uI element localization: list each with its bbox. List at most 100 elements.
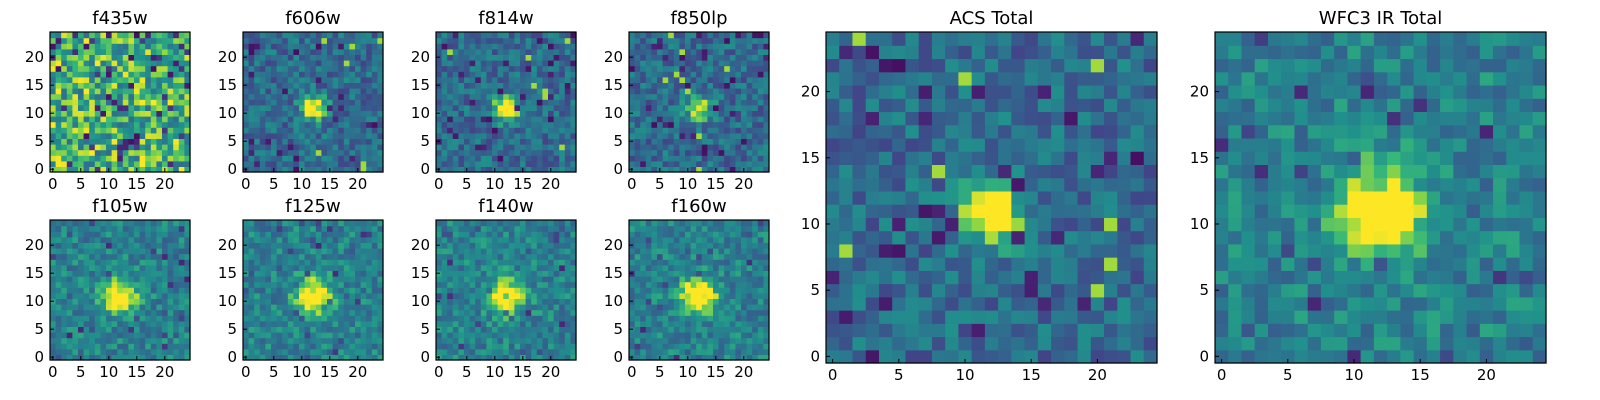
heatmap-cell: [50, 71, 57, 78]
heatmap-cell: [55, 121, 62, 128]
heatmap-cell: [752, 43, 759, 50]
heatmap-cell: [441, 138, 448, 145]
heatmap-cell: [668, 138, 675, 145]
heatmap-cell: [128, 110, 135, 117]
heatmap-cell: [673, 93, 680, 100]
heatmap-cell: [139, 82, 146, 89]
heatmap-cell: [651, 121, 658, 128]
heatmap-cell: [746, 259, 753, 266]
heatmap-cell: [117, 149, 124, 156]
heatmap-cell: [469, 242, 476, 249]
heatmap-cell: [371, 54, 378, 61]
heatmap-cell: [343, 220, 350, 227]
heatmap-cell: [707, 348, 714, 355]
heatmap-cell: [679, 354, 686, 361]
heatmap-cell: [629, 315, 636, 322]
heatmap-cell: [685, 48, 692, 55]
heatmap-cell: [514, 276, 521, 283]
heatmap-cell: [645, 332, 652, 339]
heatmap-cell: [735, 93, 742, 100]
heatmap-cell: [55, 304, 62, 311]
heatmap-cell: [690, 149, 697, 156]
heatmap-cell: [332, 248, 339, 255]
heatmap-cell: [66, 121, 73, 128]
heatmap-cell: [441, 37, 448, 44]
heatmap-cell: [746, 93, 753, 100]
heatmap-cell: [707, 110, 714, 117]
heatmap-cell: [673, 320, 680, 327]
heatmap-cell: [366, 225, 373, 232]
heatmap-cell: [514, 220, 521, 227]
heatmap-cell: [514, 149, 521, 156]
heatmap-cell: [492, 144, 499, 151]
heatmap-cell: [349, 127, 356, 134]
heatmap-cell: [122, 343, 129, 350]
heatmap-cell: [514, 110, 521, 117]
heatmap-cell: [332, 253, 339, 260]
heatmap-cell: [645, 65, 652, 72]
heatmap-cell: [366, 309, 373, 316]
heatmap-cell: [371, 320, 378, 327]
heatmap-cell: [746, 326, 753, 333]
heatmap-cell: [729, 281, 736, 288]
heatmap-cell: [685, 337, 692, 344]
heatmap-cell: [657, 65, 664, 72]
heatmap-cell: [276, 110, 283, 117]
heatmap-cell: [458, 253, 465, 260]
heatmap-cell: [128, 304, 135, 311]
heatmap-cell: [718, 309, 725, 316]
heatmap-cell: [520, 138, 527, 145]
heatmap-cell: [531, 116, 538, 123]
heatmap-cell: [377, 276, 384, 283]
heatmap-cell: [469, 32, 476, 39]
heatmap-cell: [634, 166, 641, 173]
x-tick-label: 15: [127, 363, 146, 381]
heatmap-cell: [156, 32, 163, 39]
heatmap-cell: [531, 236, 538, 243]
heatmap-cell: [304, 337, 311, 344]
heatmap-cell: [184, 121, 191, 128]
heatmap-cell: [184, 166, 191, 173]
heatmap-cell: [657, 160, 664, 167]
heatmap-cell: [366, 354, 373, 361]
heatmap-cell: [480, 354, 487, 361]
heatmap-cell: [134, 270, 141, 277]
heatmap-cell: [475, 160, 482, 167]
heatmap-cell: [452, 270, 459, 277]
heatmap-cell: [184, 248, 191, 255]
heatmap-cell: [752, 315, 759, 322]
heatmap-cell: [469, 337, 476, 344]
heatmap-cell: [254, 149, 261, 156]
heatmap-cell: [441, 298, 448, 305]
heatmap-cell: [50, 93, 57, 100]
heatmap-cell: [645, 54, 652, 61]
heatmap-cell: [447, 276, 454, 283]
heatmap-cell: [66, 65, 73, 72]
heatmap-cell: [377, 309, 384, 316]
heatmap-cell: [254, 144, 261, 151]
heatmap-cell: [259, 270, 266, 277]
x-tick-label: 0: [48, 363, 58, 381]
heatmap-cell: [293, 155, 300, 162]
heatmap-cell: [94, 93, 101, 100]
heatmap-cell: [184, 60, 191, 67]
heatmap-cell: [100, 160, 107, 167]
heatmap-cell: [360, 32, 367, 39]
heatmap-cell: [640, 354, 647, 361]
heatmap-cell: [469, 315, 476, 322]
heatmap-cell: [299, 270, 306, 277]
heatmap-cell: [117, 236, 124, 243]
heatmap-cell: [338, 76, 345, 83]
heatmap-cell: [259, 298, 266, 305]
heatmap-cell: [167, 121, 174, 128]
heatmap-cell: [299, 48, 306, 55]
heatmap-cell: [184, 71, 191, 78]
heatmap-cell: [464, 48, 471, 55]
heatmap-cell: [553, 121, 560, 128]
heatmap-cell: [763, 149, 770, 156]
heatmap-cell: [486, 127, 493, 134]
heatmap-cell: [349, 32, 356, 39]
heatmap-cell: [475, 104, 482, 111]
heatmap-cell: [634, 65, 641, 72]
heatmap-cell: [729, 326, 736, 333]
